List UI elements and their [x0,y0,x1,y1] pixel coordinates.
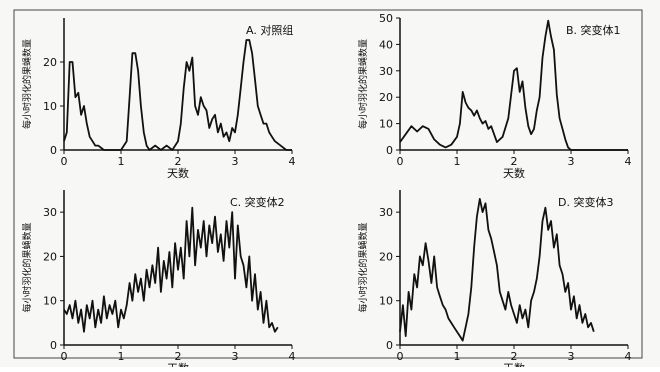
panel-c-x-label: 天数 [167,362,189,367]
panel-c-y-tick-label: 10 [43,295,57,308]
panel-b-x-tick-label: 2 [511,155,518,168]
panel-c-y-tick-label: 30 [43,206,57,219]
panel-b-x-tick-label: 1 [454,155,461,168]
panel-c-y-tick-label: 0 [50,339,57,352]
panel-c-series-line [63,206,279,333]
panel-b-y-tick-label: 10 [379,118,393,131]
panel-d-y-label: 每小时羽化的果蝇数量 [357,222,369,312]
panel-b-x-tick-label: 3 [568,155,575,168]
panel-d-x-tick-label: 2 [511,350,518,363]
panel-d-x-tick-label: 3 [568,350,575,363]
panel-c-title: C. 突变体2 [230,195,285,209]
panel-a-x-tick-label: 0 [61,155,68,168]
panel-a-x-tick-label: 4 [289,155,296,168]
panel-b-x-label: 天数 [503,167,525,180]
panel-c-x-tick-label: 1 [118,350,125,363]
panel-c-x-tick-label: 3 [232,350,239,363]
panel-c-y-tick-label: 20 [43,250,57,263]
panel-a-y-label: 每小时羽化的果蝇数量 [21,39,33,129]
panel-d-y-tick-label: 10 [379,295,393,308]
panel-b-y-tick-label: 20 [379,91,393,104]
panel-b-y-tick-label: 30 [379,65,393,78]
panel-d-x-tick-label: 1 [454,350,461,363]
panel-c-x-tick-label: 4 [289,350,296,363]
panel-c-y-label: 每小时羽化的果蝇数量 [21,222,33,312]
panel-a-y-tick-label: 10 [43,100,57,113]
panel-a-x-tick-label: 1 [118,155,125,168]
panel-b-x-tick-label: 0 [397,155,404,168]
panel-c-x-tick-label: 2 [175,350,182,363]
panel-a-y-tick-label: 20 [43,56,57,69]
panel-b-x-tick-label: 4 [625,155,632,168]
panel-d-title: D. 突变体3 [558,195,613,209]
panel-c-x-tick-label: 0 [61,350,68,363]
panel-d-y-tick-label: 0 [386,339,393,352]
figure-frame [13,9,643,359]
panel-d-x-tick-label: 4 [625,350,632,363]
panel-d-y-tick-label: 30 [379,206,393,219]
panel-b-y-tick-label: 40 [379,38,393,51]
panel-b-y-label: 每小时羽化的果蝇数量 [357,39,369,129]
panel-b-series-line [399,19,628,151]
panel-a-series-line [63,39,292,151]
panel-b-y-tick-label: 50 [379,12,393,25]
panel-a-x-label: 天数 [167,167,189,180]
panel-d-y-tick-label: 20 [379,250,393,263]
panel-d-series-line [399,197,595,342]
panel-a-x-tick-label: 2 [175,155,182,168]
panel-d-x-tick-label: 0 [397,350,404,363]
panel-a-x-tick-label: 3 [232,155,239,168]
panel-d-x-label: 天数 [503,362,525,367]
panel-a-y-tick-label: 0 [50,144,57,157]
panel-b-title: B. 突变体1 [566,23,621,37]
panel-a-title: A. 对照组 [246,23,293,37]
panel-b-y-tick-label: 0 [386,144,393,157]
